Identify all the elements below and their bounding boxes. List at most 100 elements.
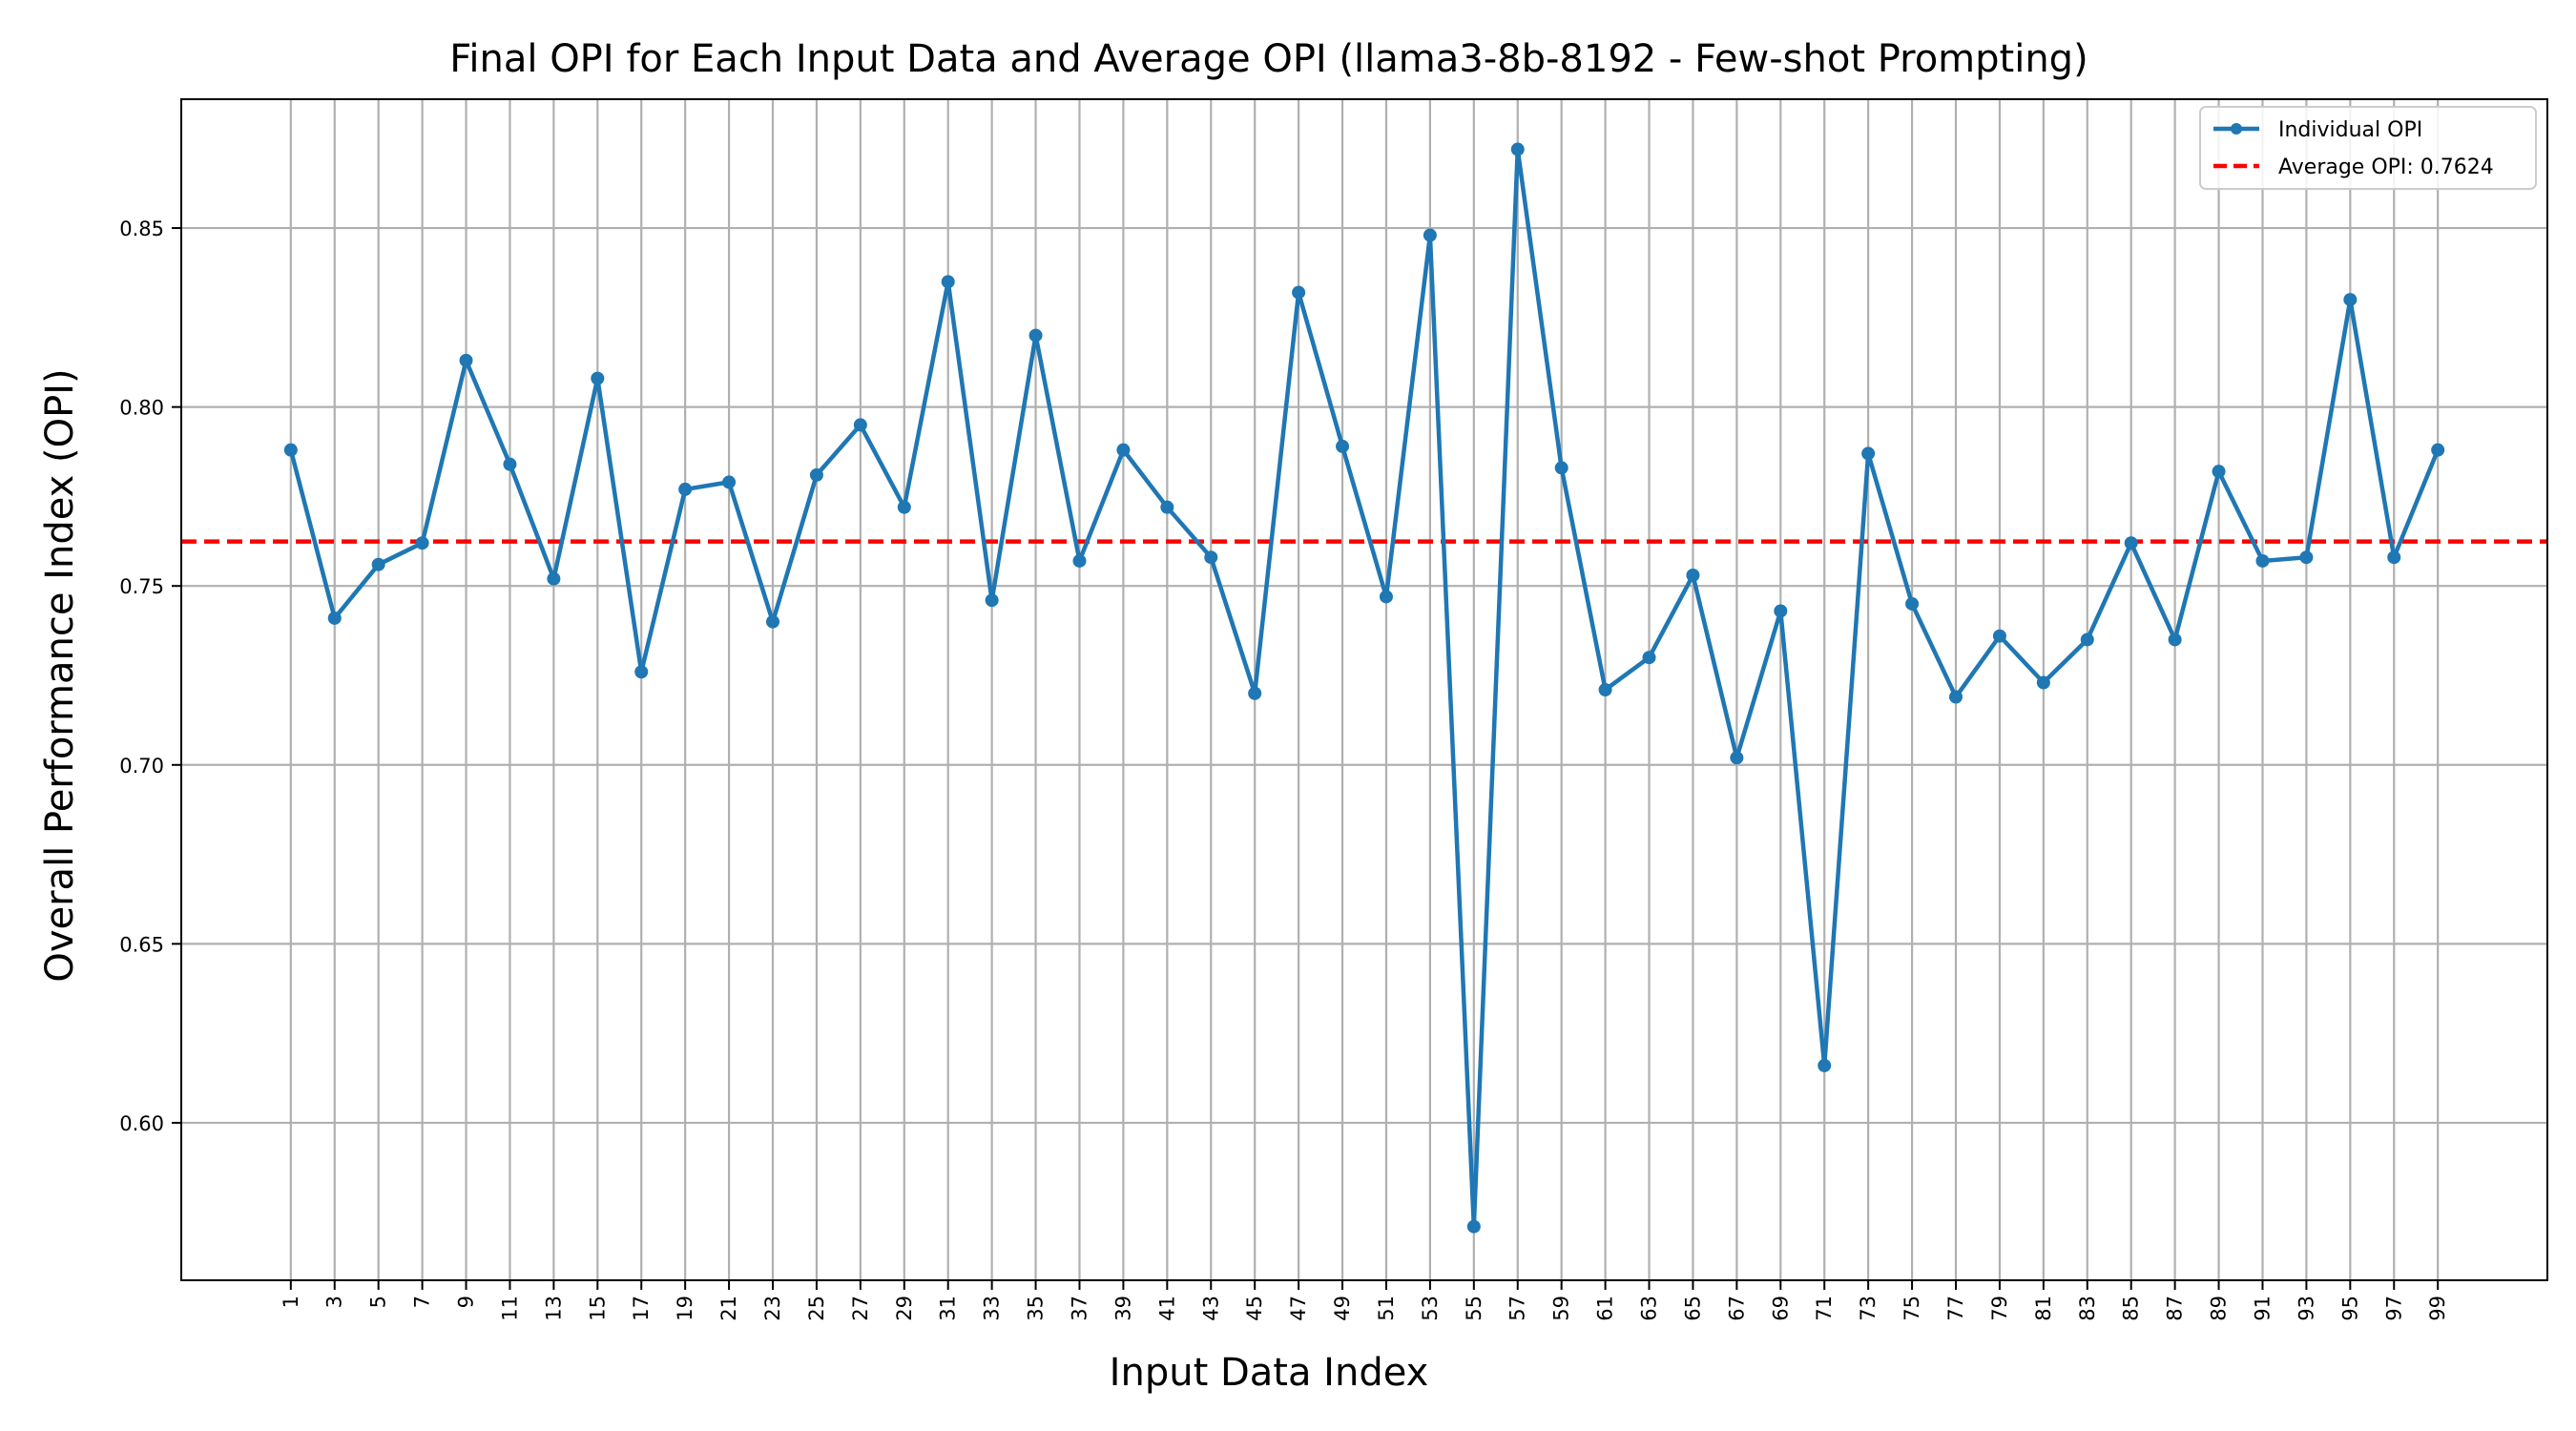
data-point [1204,550,1218,565]
y-tick-label: 0.60 [119,1112,164,1135]
data-point [1861,446,1876,461]
x-tick-label: 33 [981,1296,1004,1321]
y-axis-title: Overall Performance Index (OPI) [38,368,82,982]
data-point [766,614,779,629]
y-tick-label: 0.65 [119,933,164,956]
x-tick-label: 47 [1287,1296,1310,1321]
x-tick-label: 31 [937,1296,960,1321]
data-point [2036,675,2050,690]
data-point [897,500,911,514]
x-tick-label: 43 [1199,1296,1222,1321]
y-tick-label: 0.80 [119,397,164,420]
series-layer [283,142,2445,1234]
data-point [1423,228,1437,242]
x-tick-label: 19 [674,1296,696,1321]
data-point [2299,550,2314,565]
data-point [1730,751,1744,765]
x-tick-label: 7 [411,1296,434,1308]
data-point [547,571,561,586]
data-point [1818,1058,1832,1072]
individual-opi-line [288,147,2441,1229]
data-point [1554,461,1568,475]
data-point [1379,590,1393,604]
chart-title: Final OPI for Each Input Data and Averag… [449,37,2088,81]
data-point [941,275,955,289]
data-point [371,557,385,571]
x-tick-label: 67 [1725,1296,1748,1321]
data-point [2431,443,2445,457]
legend: Individual OPI Average OPI: 0.7624 [2199,106,2537,190]
x-tick-label: 25 [805,1296,828,1321]
x-tick-label: 95 [2338,1296,2361,1321]
x-axis-ticks: 1 3 5 7 9 11 13 15 17 19 21 23 25 27 29 31 33 35 37 39 41 43 4… [280,1280,2449,1321]
data-point [1992,629,2006,643]
x-tick-label: 59 [1550,1296,1573,1321]
x-tick-label: 11 [498,1296,521,1321]
x-tick-label: 41 [1155,1296,1178,1321]
data-point [809,467,823,482]
data-point [2212,465,2226,479]
legend-label-average-opi: Average OPI: 0.7624 [2278,156,2494,179]
x-tick-label: 75 [1901,1296,1923,1321]
data-point [1292,285,1306,300]
x-tick-label: 87 [2164,1296,2187,1321]
x-axis-title: Input Data Index [1110,1351,1429,1395]
data-point [327,611,342,625]
data-point [1686,568,1700,582]
grid [181,99,2547,1280]
x-tick-label: 55 [1463,1296,1485,1321]
data-point [1028,328,1043,342]
x-tick-label: 89 [2208,1296,2231,1321]
x-tick-label: 97 [2382,1296,2405,1321]
data-point [2080,633,2094,647]
legend-box [2199,106,2537,190]
x-tick-label: 91 [2251,1296,2274,1321]
x-tick-label: 63 [1638,1296,1661,1321]
data-point [2124,536,2138,550]
data-point [985,593,999,608]
x-tick-label: 85 [2120,1296,2143,1321]
x-tick-label: 77 [1944,1296,1967,1321]
data-point [1905,596,1920,611]
data-point [1774,604,1788,618]
x-tick-label: 99 [2426,1296,2449,1321]
x-tick-label: 57 [1506,1296,1529,1321]
x-tick-label: 39 [1111,1296,1134,1321]
x-tick-label: 49 [1331,1296,1354,1321]
data-point [283,443,298,457]
x-tick-label: 71 [1813,1296,1836,1321]
data-point [1642,651,1656,665]
x-tick-label: 45 [1243,1296,1266,1321]
data-point [1510,142,1525,156]
data-point [2343,293,2358,307]
data-point [634,665,649,679]
data-point [1949,690,1963,704]
data-point [2168,633,2182,647]
x-tick-label: 69 [1769,1296,1792,1321]
data-point [1336,439,1350,453]
x-tick-label: 29 [893,1296,916,1321]
data-point [2387,550,2401,565]
legend-label-individual-opi: Individual OPI [2278,118,2422,142]
y-tick-label: 0.85 [119,218,164,240]
data-point [1466,1219,1481,1234]
x-tick-label: 27 [849,1296,872,1321]
x-tick-label: 35 [1025,1296,1048,1321]
x-tick-label: 1 [280,1296,302,1308]
plot-area-frame [180,98,2548,1281]
data-point [591,371,605,385]
legend-marker-individual-opi [2231,123,2242,135]
data-point [722,475,737,489]
data-point [459,353,473,367]
x-tick-label: 9 [455,1296,478,1308]
x-tick-label: 37 [1068,1296,1091,1321]
x-tick-label: 3 [323,1296,346,1308]
y-axis-ticks: 0.60 0.65 0.70 0.75 0.80 0.85 [119,218,181,1135]
x-tick-label: 17 [630,1296,653,1321]
data-point [2255,553,2270,568]
x-tick-label: 61 [1594,1296,1617,1321]
data-point [678,482,693,496]
x-tick-label: 5 [367,1296,390,1308]
data-point [415,536,429,550]
